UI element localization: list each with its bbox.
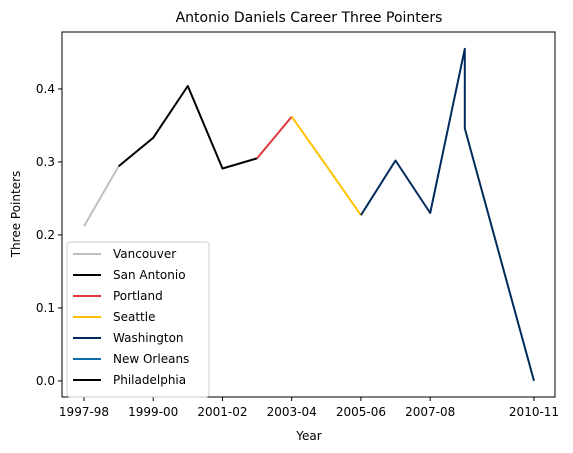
x-tick-label: 2007-08 — [405, 405, 455, 419]
legend-label-seattle: Seattle — [113, 310, 155, 324]
plot-frame — [61, 31, 556, 398]
x-axis-title: Year — [295, 429, 321, 443]
y-tick-label: 0.2 — [36, 228, 55, 242]
legend: Vancouver San Antonio Portland Seattle Washi… — [66, 241, 210, 398]
y-tick-label: 0.0 — [36, 374, 55, 388]
series-line-san-antonio — [117, 85, 258, 170]
legend-label-washington: Washington — [113, 331, 184, 345]
x-tick-label: 2010-11 — [509, 405, 559, 419]
legend-label-new-orleans: New Orleans — [113, 352, 189, 366]
x-tick-label: 2001-02 — [197, 405, 247, 419]
legend-label-philadelphia: Philadelphia — [113, 373, 186, 387]
x-tick-label: 2003-04 — [267, 405, 317, 419]
legend-label-vancouver: Vancouver — [113, 247, 176, 261]
legend-label-san-antonio: San Antonio — [113, 268, 186, 282]
chart-title: Antonio Daniels Career Three Pointers — [176, 10, 443, 26]
y-axis-title: Three Pointers — [9, 171, 23, 259]
x-tick-label: 1997-98 — [59, 405, 109, 419]
plot-area: 1997-98 1999-00 2001-02 2003-04 2005-06 2007-… — [36, 31, 559, 419]
legend-box — [66, 241, 210, 398]
series-line-seattle — [290, 116, 362, 216]
x-tick-label: 1999-00 — [128, 405, 178, 419]
series-line-portland — [256, 116, 293, 159]
y-tick-label: 0.4 — [36, 82, 55, 96]
y-tick-label: 0.3 — [36, 155, 55, 169]
series-line-washington — [360, 47, 535, 382]
series-line-vancouver — [83, 165, 120, 227]
x-tick-label: 2005-06 — [336, 405, 386, 419]
y-tick-label: 0.1 — [36, 301, 55, 315]
legend-label-portland: Portland — [113, 289, 163, 303]
